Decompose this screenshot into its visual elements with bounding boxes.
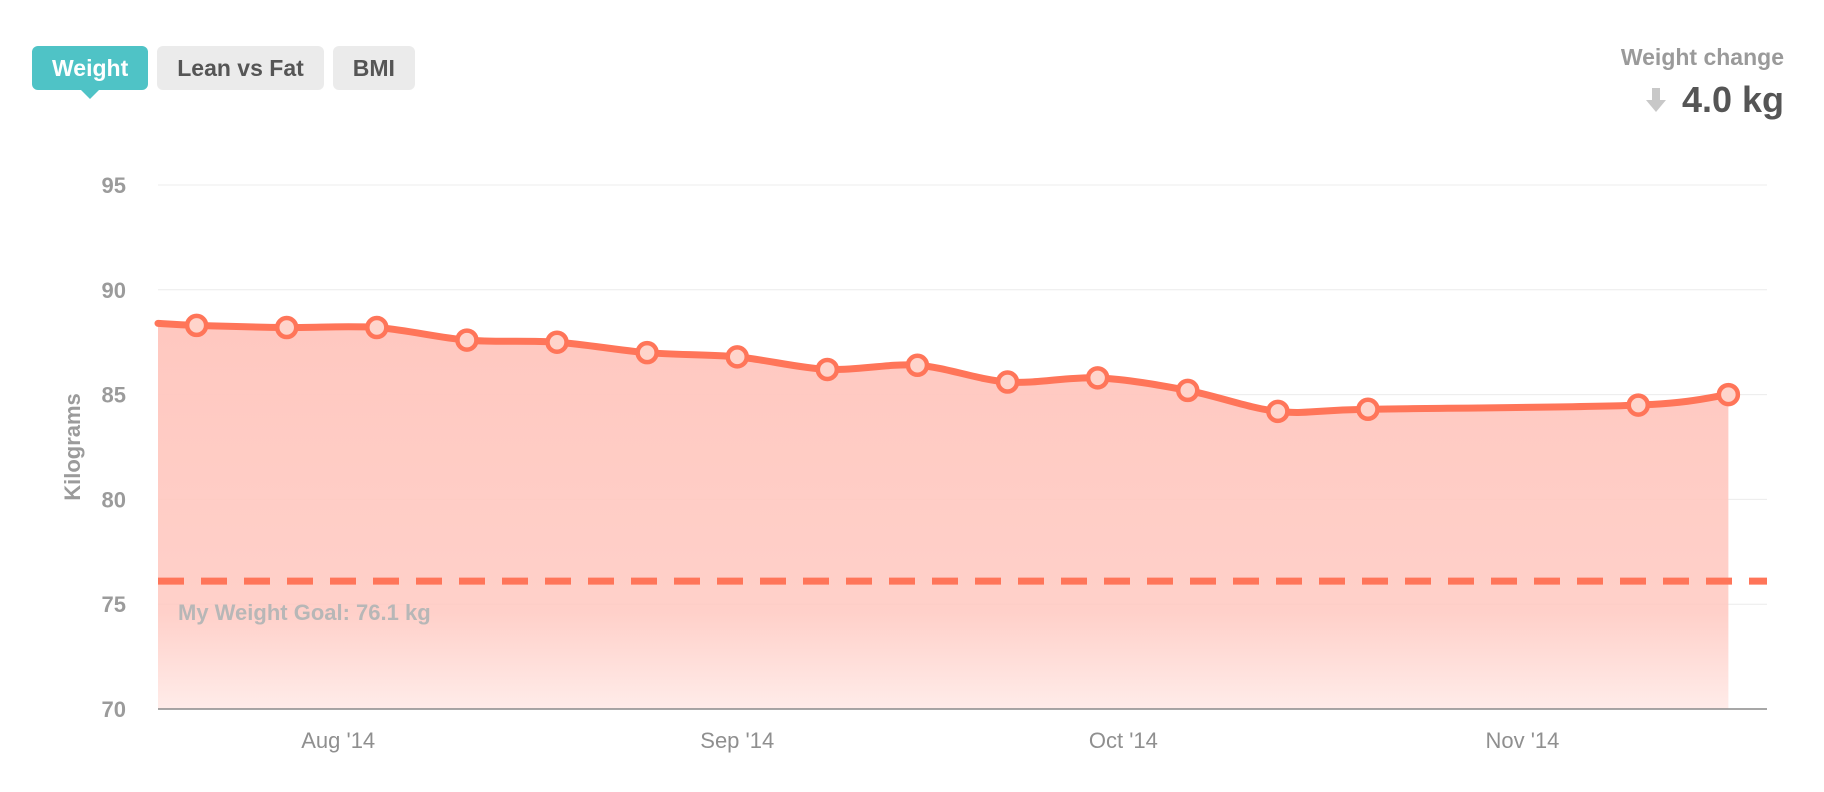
tab-weight[interactable]: Weight (32, 46, 149, 99)
data-point (1085, 366, 1110, 390)
data-point (635, 340, 659, 365)
x-tick-label: Aug '14 (301, 728, 375, 753)
data-point (545, 330, 569, 354)
y-tick-label: 80 (102, 487, 126, 512)
weight-change-summary: Weight change 4.0 kg (1621, 44, 1784, 121)
y-tick-label: 70 (102, 697, 126, 722)
y-tick-label: 75 (102, 592, 126, 617)
weight-change-value-row: 4.0 kg (1621, 79, 1784, 121)
goal-label: My Weight Goal: 76.1 kg (178, 600, 431, 625)
y-tick-label: 85 (102, 383, 126, 408)
data-point (184, 313, 209, 338)
data-point (725, 345, 749, 369)
data-point (365, 315, 389, 340)
data-point (1356, 397, 1380, 422)
x-tick-label: Oct '14 (1089, 728, 1158, 753)
tab-lean-vs-fat[interactable]: Lean vs Fat (157, 46, 324, 90)
data-point (274, 315, 299, 340)
data-point (995, 370, 1020, 394)
x-tick-label: Sep '14 (700, 728, 774, 753)
y-tick-label: 95 (102, 173, 126, 198)
data-point (905, 353, 930, 378)
arrow-down-icon (1645, 88, 1666, 112)
data-point (455, 328, 479, 352)
y-tick-label: 90 (102, 278, 126, 303)
data-point (1716, 382, 1741, 407)
data-point (815, 357, 840, 382)
y-axis-label: Kilograms (60, 393, 85, 501)
chart-tabs: Weight Lean vs Fat BMI (32, 46, 415, 99)
x-tick-label: Nov '14 (1485, 728, 1559, 753)
weight-area (158, 323, 1729, 709)
data-point (1176, 378, 1200, 403)
data-point (1626, 393, 1651, 417)
tab-bmi[interactable]: BMI (332, 46, 415, 90)
data-point (1266, 399, 1290, 424)
weight-change-label: Weight change (1620, 44, 1784, 70)
weight-change-value: 4.0 kg (1681, 79, 1784, 120)
